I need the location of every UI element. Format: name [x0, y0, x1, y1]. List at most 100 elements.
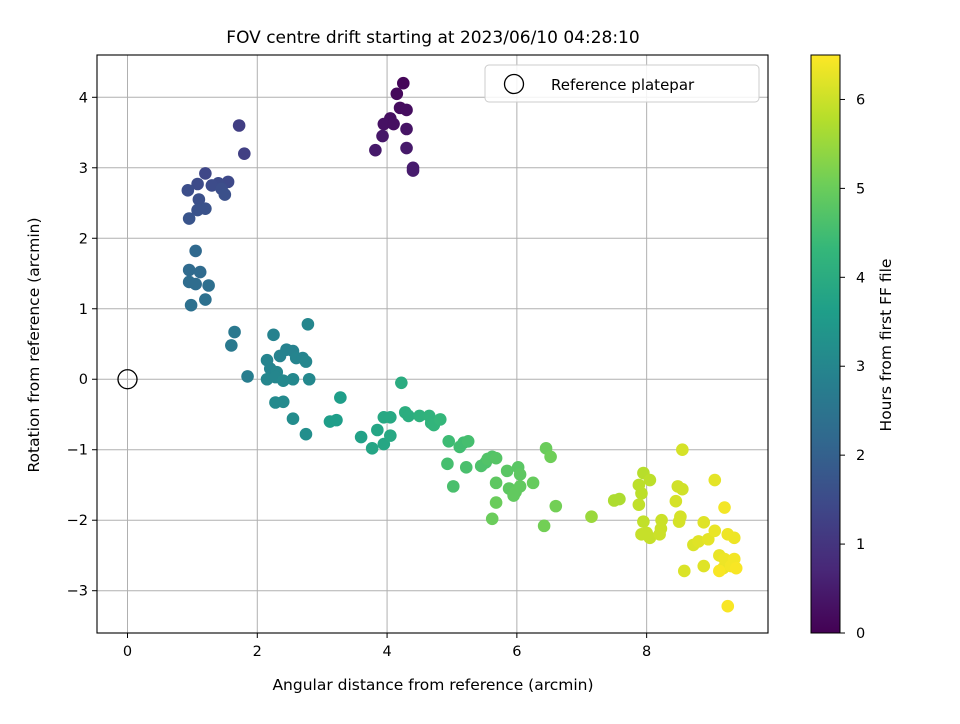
- scatter-point: [507, 489, 520, 502]
- scatter-point: [400, 103, 413, 117]
- scatter-point: [182, 263, 196, 277]
- colorbar-tick-label: 4: [856, 270, 865, 286]
- x-tick-label: 0: [123, 644, 132, 660]
- scatter-point: [637, 515, 650, 528]
- scatter-point: [489, 451, 503, 465]
- scatter-point: [365, 442, 379, 455]
- scatter-point: [485, 512, 499, 526]
- scatter-point: [697, 516, 711, 529]
- scatter-point: [330, 413, 343, 427]
- scatter-point: [400, 122, 413, 136]
- scatter-point: [199, 167, 212, 180]
- scatter-point: [189, 277, 202, 291]
- scatter-point: [232, 119, 246, 132]
- scatter-point: [218, 188, 232, 201]
- scatter-point: [301, 317, 315, 331]
- scatter-point: [384, 411, 397, 424]
- scatter-point: [433, 413, 447, 426]
- scatter-point: [513, 480, 527, 493]
- scatter-point: [276, 395, 290, 409]
- y-tick-label: −1: [67, 443, 88, 459]
- scatter-point: [376, 129, 389, 143]
- scatter-point: [713, 564, 726, 578]
- colorbar-label: Hours from first FF file: [877, 259, 895, 432]
- scatter-points: [117, 76, 743, 613]
- colorbar-tick-label: 0: [856, 626, 865, 642]
- scatter-point: [396, 76, 410, 90]
- scatter-point: [643, 473, 657, 487]
- scatter-point: [697, 559, 711, 573]
- scatter-point: [459, 461, 473, 474]
- axes: 0 2 4 6 8 −3 −2 −1 0 1 2 3 4: [67, 54, 769, 660]
- scatter-point: [241, 370, 254, 383]
- scatter-point: [299, 427, 313, 441]
- scatter-point: [676, 443, 689, 457]
- legend: Reference platepar: [484, 64, 760, 103]
- scatter-point: [192, 193, 206, 206]
- scatter-point: [441, 457, 454, 471]
- colorbar-tick-label: 2: [856, 448, 865, 464]
- scatter-point: [526, 476, 540, 490]
- colorbar: 0 1 2 3 4 5 6: [810, 54, 865, 642]
- scatter-point: [489, 476, 503, 490]
- scatter-point: [585, 510, 598, 523]
- scatter-point: [402, 409, 415, 423]
- scatter-point: [202, 279, 215, 292]
- scatter-point: [708, 524, 722, 538]
- scatter-point: [334, 391, 347, 404]
- scatter-point: [643, 531, 657, 545]
- scatter-point: [286, 412, 300, 426]
- scatter-point: [676, 482, 689, 496]
- scatter-point: [267, 328, 280, 342]
- x-axis-label: Angular distance from reference (arcmin): [272, 676, 593, 694]
- x-tick-label: 6: [512, 644, 521, 660]
- scatter-point: [442, 434, 456, 448]
- scatter-point: [672, 515, 686, 528]
- chart-title: FOV centre drift starting at 2023/06/10 …: [226, 28, 639, 48]
- scatter-point: [193, 265, 207, 279]
- scatter-point: [413, 409, 426, 423]
- scatter-point: [387, 117, 400, 131]
- scatter-point: [369, 143, 382, 157]
- y-tick-label: 1: [79, 302, 88, 318]
- scatter-point: [276, 374, 290, 387]
- y-axis-label: Rotation from reference (arcmin): [25, 217, 43, 472]
- scatter-point: [371, 423, 384, 437]
- scatter-point: [191, 203, 204, 217]
- scatter-point: [191, 177, 204, 191]
- colorbar-tick-label: 3: [856, 359, 865, 375]
- scatter-point: [635, 487, 648, 500]
- scatter-point: [377, 117, 391, 131]
- scatter-point: [181, 184, 195, 197]
- y-tick-label: 2: [79, 231, 88, 247]
- scatter-point: [238, 147, 251, 160]
- scatter-point: [184, 298, 198, 312]
- scatter-point: [613, 492, 626, 506]
- colorbar-tick-label: 1: [856, 537, 865, 553]
- y-tick-label: −2: [67, 513, 88, 529]
- scatter-point: [653, 528, 666, 541]
- plot-frame: [96, 54, 769, 634]
- scatter-point: [286, 372, 300, 386]
- colorbar-tick-label: 6: [856, 92, 865, 108]
- y-tick-label: 4: [79, 90, 88, 106]
- reference-point-marker: [117, 369, 138, 390]
- y-tick-label: −3: [67, 584, 88, 600]
- scatter-point: [461, 434, 475, 448]
- scatter-point: [489, 496, 503, 509]
- scatter-point: [302, 372, 316, 386]
- scatter-point: [513, 468, 527, 481]
- scatter-point: [299, 355, 313, 368]
- scatter-point: [446, 480, 460, 493]
- scatter-point: [500, 464, 514, 478]
- scatter-point: [182, 212, 196, 225]
- scatter-point: [718, 501, 731, 514]
- scatter-point: [384, 429, 397, 442]
- legend-box: [484, 64, 760, 103]
- scatter-point: [354, 430, 368, 444]
- scatter-point: [544, 450, 557, 464]
- colorbar-tick-label: 5: [856, 181, 865, 197]
- scatter-point: [677, 564, 691, 578]
- grid-lines: [97, 55, 768, 633]
